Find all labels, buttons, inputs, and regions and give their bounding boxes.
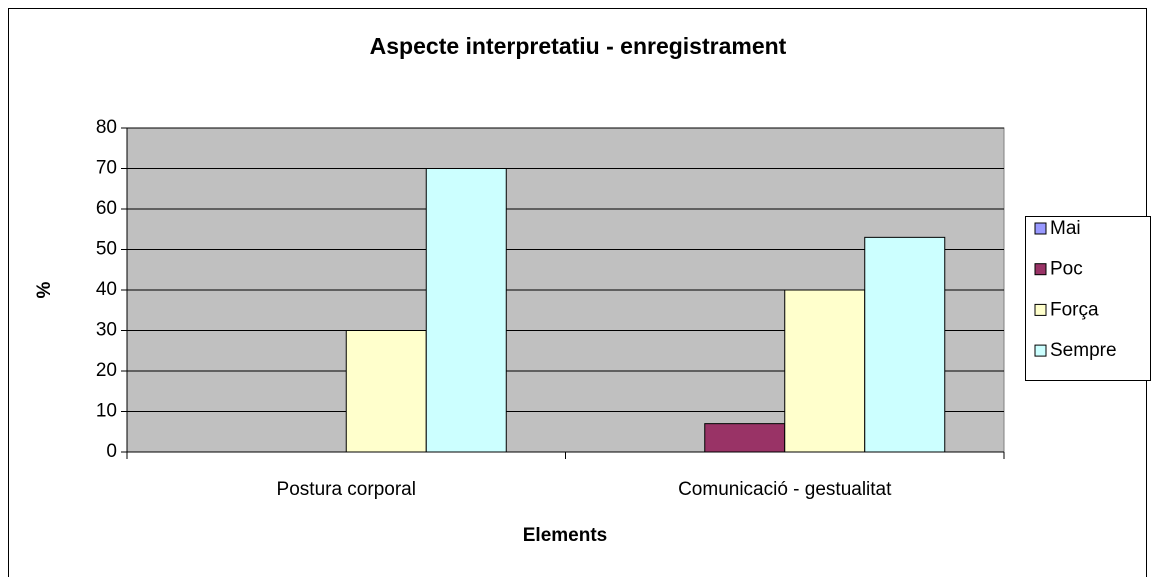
bar	[704, 423, 786, 453]
y-tick-label: 80	[96, 117, 117, 138]
y-tick-label: 50	[96, 239, 117, 260]
chart-title: Aspecte interpretatiu - enregistrament	[370, 33, 787, 59]
bar	[864, 236, 946, 453]
x-tick-label: Postura corporal	[277, 479, 416, 500]
legend-label: Mai	[1050, 218, 1081, 239]
bar	[425, 168, 507, 453]
bar	[784, 289, 866, 453]
bar	[345, 330, 427, 453]
legend-swatch	[1034, 303, 1047, 316]
y-axis-label: %	[34, 281, 55, 298]
y-tick-label: 70	[96, 158, 117, 179]
legend-swatch	[1034, 344, 1047, 357]
legend-label: Poc	[1050, 259, 1083, 280]
x-axis-label: Elements	[523, 525, 607, 546]
y-tick-label: 0	[106, 441, 117, 462]
y-tick-label: 10	[96, 401, 117, 422]
y-tick-label: 30	[96, 320, 117, 341]
legend-label: Sempre	[1050, 340, 1117, 361]
x-tick-label: Comunicació - gestualitat	[678, 479, 892, 500]
legend-label: Força	[1050, 299, 1099, 320]
y-tick-label: 20	[96, 360, 117, 381]
legend-swatch	[1034, 222, 1047, 235]
y-tick-label: 40	[96, 279, 117, 300]
legend-swatch	[1034, 263, 1047, 276]
y-tick-label: 60	[96, 198, 117, 219]
